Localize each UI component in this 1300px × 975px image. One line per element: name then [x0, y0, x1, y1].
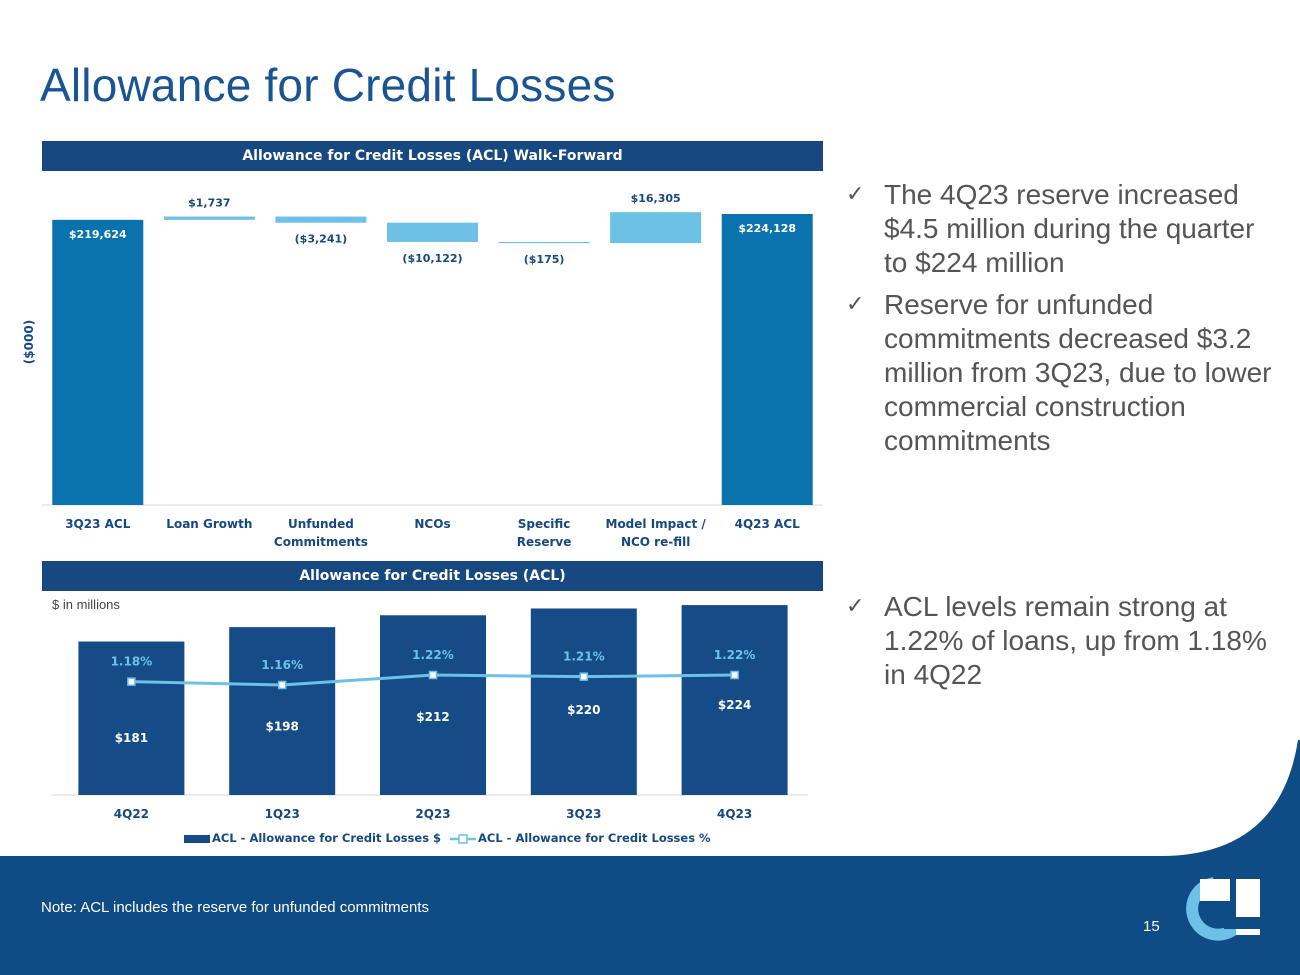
waterfall-data-label: ($3,241): [295, 233, 348, 246]
acl-pct-point: [730, 670, 739, 680]
legend-bar-swatch: [184, 835, 210, 843]
acl-category-label: 4Q23: [717, 807, 752, 821]
acl-pct-label: 1.22%: [412, 648, 454, 662]
waterfall-bar: [52, 219, 144, 505]
page-number: 15: [1143, 918, 1160, 935]
acl-bar: [380, 615, 486, 795]
bullet-text: ACL levels remain strong at 1.22% of loa…: [884, 591, 1267, 690]
checkmark-icon: ✓: [846, 594, 865, 619]
acl-bar: [681, 605, 788, 795]
waterfall-bar: [498, 241, 590, 244]
acl-pct-point: [277, 680, 287, 690]
waterfall-chart: $219,624 3Q23 ACL $1,737 Loan Growth ($3,241…: [42, 192, 823, 549]
acl-category-label: 3Q23: [566, 807, 601, 821]
acl-pct-label: 1.16%: [261, 658, 303, 672]
waterfall-category-label: Specific: [518, 517, 571, 531]
waterfall-bar: [275, 216, 367, 223]
acl-category-label: 2Q23: [415, 807, 450, 821]
acl-category-label: 4Q22: [114, 807, 149, 821]
legend-bar-label: ACL - Allowance for Credit Losses $: [212, 831, 441, 845]
checkmark-icon: ✓: [846, 182, 865, 207]
bullet-item: ✓ The 4Q23 reserve increased $4.5 millio…: [846, 178, 1276, 280]
acl-pct-point: [127, 677, 136, 686]
waterfall-category-label: Commitments: [274, 535, 368, 549]
acl-chart: $181 4Q22 $198 1Q23 $212 2Q23 $220 3Q23 $224 4Q23…: [52, 605, 808, 845]
legend-line-label: ACL - Allowance for Credit Losses %: [478, 831, 711, 845]
page-title: Allowance for Credit Losses: [40, 59, 616, 111]
acl-pct-point: [428, 670, 438, 680]
acl-bar-label: $224: [718, 698, 751, 712]
waterfall-data-label: ($175): [524, 253, 565, 266]
waterfall-category-label: Reserve: [517, 535, 572, 549]
waterfall-bar: [387, 222, 478, 242]
waterfall-category-label: NCOs: [414, 517, 450, 531]
waterfall-chart-title: Allowance for Credit Losses (ACL) Walk-F…: [42, 141, 823, 171]
acl-pct-label: 1.18%: [111, 655, 153, 669]
acl-chart-title: Allowance for Credit Losses (ACL): [42, 561, 823, 591]
waterfall-category-label: 3Q23 ACL: [65, 517, 131, 531]
acl-category-label: 1Q23: [265, 807, 300, 821]
checkmark-icon: ✓: [846, 292, 865, 317]
acl-pct-point: [579, 672, 589, 681]
acl-bar: [229, 627, 336, 795]
acl-pct-label: 1.22%: [714, 648, 756, 662]
acl-bar-label: $220: [567, 703, 600, 717]
acl-pct-label: 1.21%: [563, 650, 605, 664]
waterfall-category-label: Model Impact /: [606, 517, 707, 531]
acl-bar: [78, 641, 185, 795]
acl-bar-label: $198: [265, 720, 298, 734]
bullet-text: Reserve for unfunded commitments decreas…: [884, 289, 1272, 456]
waterfall-bar: [610, 212, 702, 244]
legend-line-marker: [458, 834, 468, 844]
waterfall-data-label: $16,305: [631, 192, 681, 205]
company-logo: [1186, 877, 1260, 941]
bullet-text: The 4Q23 reserve increased $4.5 million …: [884, 179, 1255, 278]
acl-bar-label: $212: [416, 710, 449, 724]
waterfall-bar: [163, 216, 255, 220]
acl-unit-label: $ in millions: [52, 597, 120, 612]
acl-bar: [530, 608, 637, 795]
footnote: Note: ACL includes the reserve for unfun…: [41, 899, 429, 916]
bullet-item: ✓ Reserve for unfunded commitments decre…: [846, 288, 1276, 458]
waterfall-category-label: NCO re-fill: [621, 535, 690, 549]
waterfall-data-label: ($10,122): [402, 252, 462, 265]
waterfall-category-label: 4Q23 ACL: [735, 517, 801, 531]
waterfall-category-label: Loan Growth: [166, 517, 252, 531]
waterfall-category-label: Unfunded: [288, 517, 354, 531]
acl-bar-label: $181: [115, 731, 148, 745]
waterfall-data-label: $219,624: [69, 228, 127, 241]
waterfall-bar: [721, 214, 813, 505]
bullet-item: ✓ ACL levels remain strong at 1.22% of l…: [846, 590, 1276, 692]
waterfall-data-label: $1,737: [188, 197, 230, 210]
waterfall-data-label: $224,128: [738, 222, 796, 235]
